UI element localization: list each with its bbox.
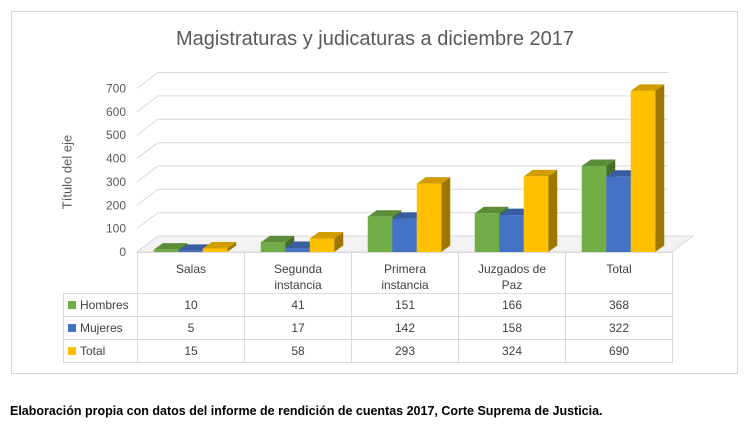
data-label: 41: [244, 293, 352, 317]
bar-side: [227, 241, 237, 252]
data-label: 10: [137, 293, 245, 317]
bar-side: [655, 84, 665, 252]
legend-swatch: [68, 347, 76, 355]
data-label: 293: [351, 339, 459, 363]
category-label: Juzgados de Paz: [458, 252, 566, 294]
category-label-line: Paz: [501, 278, 523, 292]
category-label-line: Juzgados de: [477, 262, 547, 276]
bar: [416, 183, 442, 252]
gridline-wall: [136, 118, 159, 136]
category-label-line: Segunda: [273, 262, 323, 276]
category-label: Segunda instancia: [244, 252, 352, 294]
gridline-wall: [136, 212, 159, 230]
gridline-wall: [136, 95, 159, 113]
series-name: Mujeres: [80, 321, 123, 335]
data-label: 142: [351, 316, 459, 340]
bar: [606, 176, 631, 252]
y-tick-label: 100: [106, 222, 126, 236]
bar-side: [334, 231, 344, 252]
category-label-line: Total: [606, 262, 632, 276]
series-name: Total: [80, 344, 106, 358]
bar: [178, 250, 203, 252]
bar: [202, 248, 228, 252]
category-label-line: Primera: [383, 262, 426, 276]
data-label: 322: [565, 316, 673, 340]
data-label: 58: [244, 339, 352, 363]
gridline-wall: [136, 165, 159, 183]
data-label: 368: [565, 293, 673, 317]
bar-top: [202, 241, 237, 249]
legend-swatch: [68, 301, 76, 309]
category-label-line: instancia: [381, 278, 429, 292]
bar-side: [441, 177, 451, 252]
legend-entry: Hombres: [63, 293, 138, 317]
category-label: Total: [565, 252, 673, 294]
bar-side: [548, 169, 558, 252]
bar-top: [630, 84, 665, 91]
data-label: 690: [565, 339, 673, 363]
gridline-wall: [136, 142, 159, 159]
bar-top: [523, 169, 558, 177]
y-tick-label: 300: [106, 175, 126, 189]
data-label: 158: [458, 316, 566, 340]
data-label: 151: [351, 293, 459, 317]
y-tick-label: 500: [106, 128, 126, 142]
bar: [309, 238, 335, 252]
legend-swatch: [68, 324, 76, 332]
y-tick-label: 200: [106, 198, 126, 212]
bar: [392, 218, 417, 252]
y-tick-label: 400: [106, 152, 126, 166]
bar-top: [309, 231, 344, 239]
chart-title: Magistraturas y judicaturas a diciembre …: [176, 28, 574, 50]
bar-top: [260, 235, 295, 243]
category-label: Primera instancia: [351, 252, 459, 294]
y-tick-label: 0: [119, 245, 126, 259]
bar: [523, 176, 549, 252]
data-table: Salas Segunda instancia Primera instancia Juz…: [63, 252, 673, 363]
data-label: 17: [244, 316, 352, 340]
bar: [630, 90, 656, 252]
bar-top: [474, 206, 509, 214]
y-tick-label: 700: [106, 82, 126, 96]
data-label: 15: [137, 339, 245, 363]
bar-top: [367, 210, 402, 217]
legend-entry: Total: [63, 339, 138, 363]
source-caption: Elaboración propia con datos del informe…: [10, 404, 603, 418]
data-label: 5: [137, 316, 245, 340]
table-row: Mujeres 5 17 142 158 322: [63, 316, 673, 340]
bar: [474, 213, 500, 252]
bar: [153, 249, 179, 252]
bar: [499, 215, 524, 252]
category-label-line: instancia: [274, 278, 322, 292]
gridline-wall: [136, 188, 159, 206]
bar-top: [581, 159, 616, 167]
bar-top: [416, 177, 451, 184]
data-label: 324: [458, 339, 566, 363]
legend-entry: Mujeres: [63, 316, 138, 340]
category-label-line: Salas: [175, 262, 207, 276]
table-row: Hombres 10 41 151 166 368: [63, 293, 673, 317]
bar: [581, 166, 607, 252]
bar: [285, 248, 310, 252]
bar-top: [153, 243, 188, 250]
data-label: 166: [458, 293, 566, 317]
series-name: Hombres: [80, 298, 129, 312]
category-label: Salas: [137, 252, 245, 294]
y-tick-label: 600: [106, 105, 126, 119]
gridline-wall: [136, 72, 159, 89]
table-corner: [64, 253, 138, 294]
bar: [260, 242, 286, 252]
table-row: Total 15 58 293 324 690: [63, 339, 673, 363]
bar: [367, 216, 393, 252]
